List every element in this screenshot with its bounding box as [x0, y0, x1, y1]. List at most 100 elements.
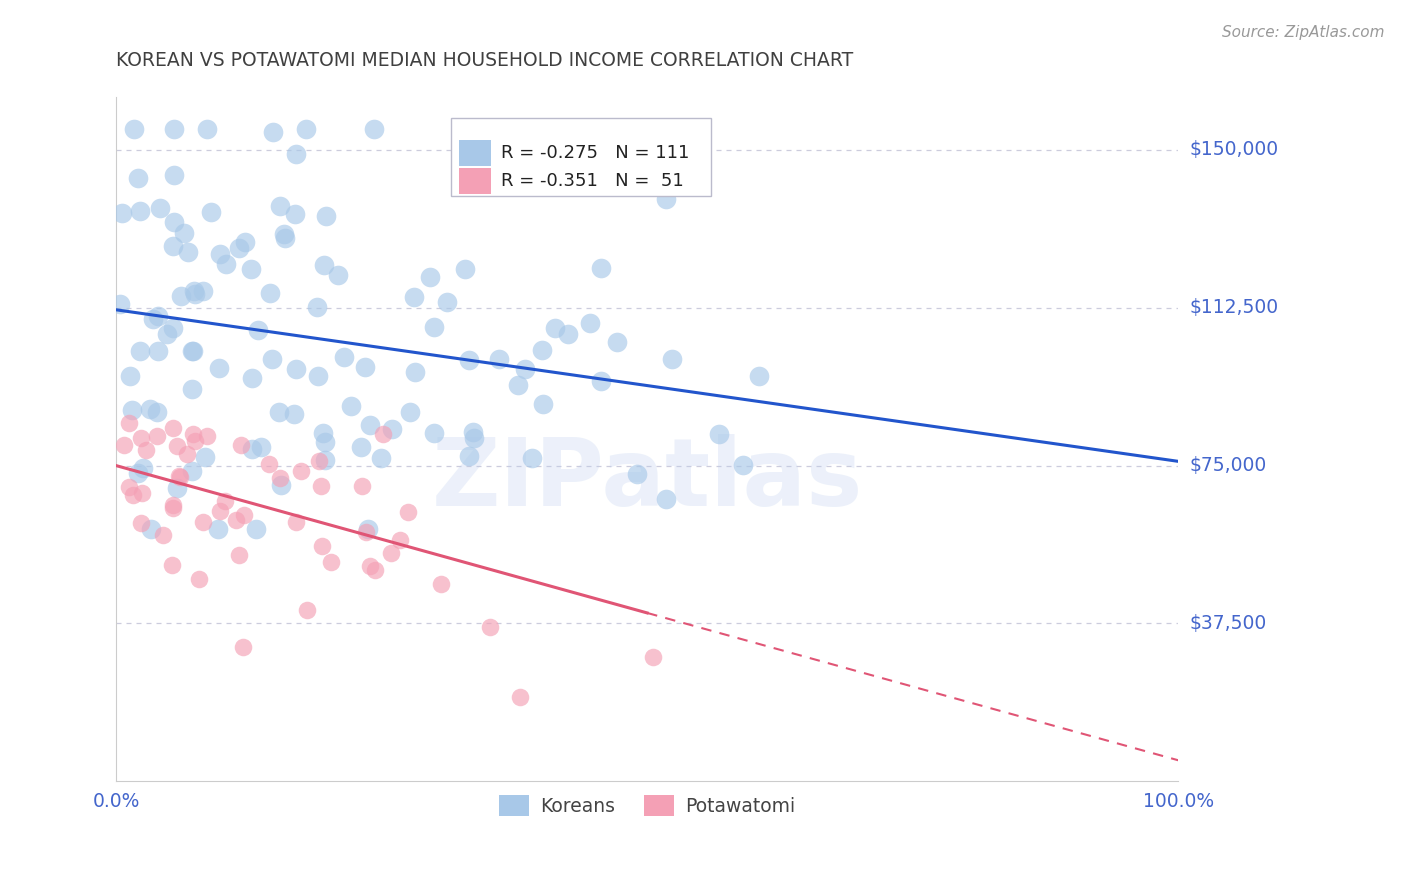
- Point: [461, 425, 484, 440]
- Point: [463, 431, 485, 445]
- Point: [284, 146, 307, 161]
- Point: [118, 480, 141, 494]
- Point: [359, 418, 381, 433]
- Point: [162, 421, 184, 435]
- Point: [284, 207, 307, 221]
- Point: [162, 500, 184, 515]
- Point: [122, 488, 145, 502]
- Point: [641, 650, 664, 665]
- Point: [606, 334, 628, 349]
- Point: [333, 351, 356, 365]
- Point: [419, 269, 441, 284]
- Point: [132, 461, 155, 475]
- Point: [228, 548, 250, 562]
- Point: [181, 343, 204, 358]
- Point: [314, 453, 336, 467]
- Point: [285, 362, 308, 376]
- Point: [479, 620, 502, 634]
- Text: $150,000: $150,000: [1189, 140, 1278, 160]
- Point: [184, 434, 207, 448]
- Point: [181, 464, 204, 478]
- Text: Source: ZipAtlas.com: Source: ZipAtlas.com: [1222, 25, 1385, 40]
- Point: [208, 361, 231, 376]
- Point: [118, 368, 141, 383]
- Point: [457, 449, 479, 463]
- Point: [544, 321, 567, 335]
- Point: [309, 479, 332, 493]
- Point: [655, 193, 678, 207]
- Point: [160, 558, 183, 572]
- Point: [404, 365, 426, 379]
- Point: [285, 515, 308, 529]
- Point: [349, 440, 371, 454]
- Point: [319, 555, 342, 569]
- Point: [162, 321, 184, 335]
- Point: [363, 563, 385, 577]
- Point: [156, 327, 179, 342]
- Point: [127, 170, 149, 185]
- Point: [148, 344, 170, 359]
- Point: [380, 546, 402, 560]
- Point: [340, 400, 363, 414]
- Point: [661, 351, 683, 366]
- Point: [163, 169, 186, 183]
- Point: [131, 485, 153, 500]
- Point: [354, 524, 377, 539]
- Point: [454, 262, 477, 277]
- Point: [176, 447, 198, 461]
- Point: [311, 425, 333, 440]
- Point: [162, 498, 184, 512]
- Text: $112,500: $112,500: [1189, 298, 1278, 318]
- Point: [259, 286, 281, 301]
- Point: [146, 309, 169, 323]
- Point: [166, 481, 188, 495]
- Point: [731, 458, 754, 472]
- Point: [509, 690, 531, 705]
- Point: [181, 344, 204, 359]
- Point: [290, 464, 312, 478]
- Point: [112, 438, 135, 452]
- Point: [169, 470, 191, 484]
- Point: [655, 492, 678, 507]
- Point: [579, 317, 602, 331]
- Point: [162, 239, 184, 253]
- Point: [430, 576, 453, 591]
- Point: [129, 516, 152, 530]
- Point: [239, 261, 262, 276]
- Point: [225, 513, 247, 527]
- Point: [531, 397, 554, 411]
- Point: [162, 215, 184, 229]
- Point: [139, 401, 162, 416]
- Point: [350, 479, 373, 493]
- Point: [207, 522, 229, 536]
- Point: [200, 204, 222, 219]
- Point: [181, 427, 204, 442]
- Point: [215, 257, 238, 271]
- Point: [214, 494, 236, 508]
- Point: [326, 268, 349, 282]
- Text: ZIPatlas: ZIPatlas: [432, 434, 863, 526]
- Point: [388, 533, 411, 547]
- Point: [233, 508, 256, 523]
- Point: [315, 210, 337, 224]
- Point: [457, 353, 479, 368]
- Point: [259, 457, 281, 471]
- Point: [122, 121, 145, 136]
- Point: [423, 425, 446, 440]
- Point: [240, 442, 263, 456]
- Point: [527, 160, 550, 174]
- Point: [194, 450, 217, 464]
- Point: [508, 377, 530, 392]
- Point: [398, 405, 420, 419]
- Point: [307, 300, 329, 314]
- Point: [381, 422, 404, 436]
- Point: [589, 261, 612, 276]
- Point: [146, 429, 169, 443]
- Point: [297, 603, 319, 617]
- Point: [274, 230, 297, 244]
- Point: [371, 427, 394, 442]
- Point: [626, 467, 648, 481]
- Point: [354, 359, 377, 374]
- Point: [262, 352, 284, 367]
- Point: [121, 402, 143, 417]
